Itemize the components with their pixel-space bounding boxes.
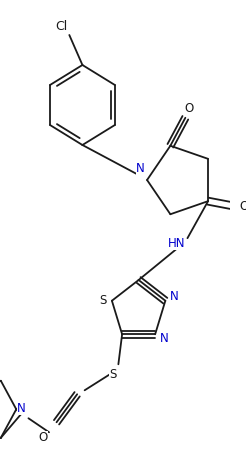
Text: HN: HN	[168, 237, 185, 250]
Text: O: O	[239, 199, 246, 212]
Text: N: N	[160, 332, 169, 345]
Text: N: N	[170, 290, 179, 303]
Text: N: N	[16, 402, 25, 415]
Text: N: N	[136, 163, 145, 176]
Text: S: S	[99, 294, 106, 307]
Text: Cl: Cl	[56, 21, 68, 34]
Text: S: S	[109, 368, 116, 381]
Text: O: O	[184, 102, 194, 115]
Text: O: O	[39, 431, 48, 444]
